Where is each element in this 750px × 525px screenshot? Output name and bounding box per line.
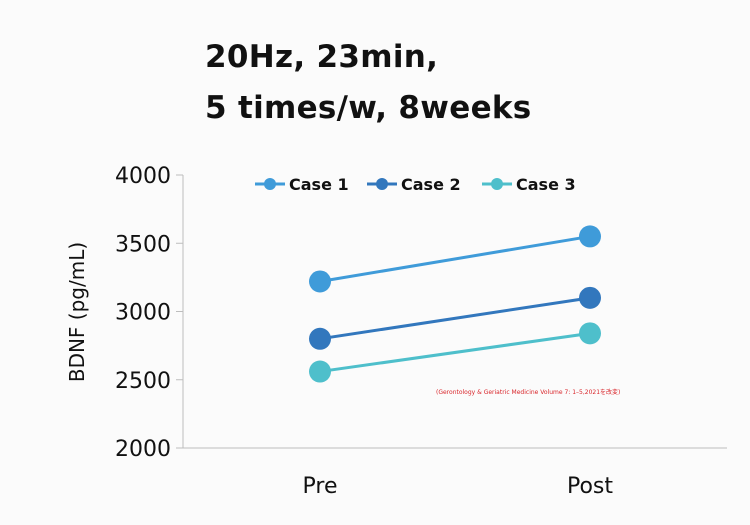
legend-swatch-marker (491, 178, 503, 190)
source-annotation: (Gerontology & Geriatric Medicine Volume… (436, 388, 620, 396)
series-line (319, 331, 591, 374)
y-tick-label: 3500 (115, 232, 171, 257)
chart-title: 20Hz, 23min, 5 times/w, 8weeks (205, 32, 532, 134)
data-point (309, 360, 331, 383)
series-line (319, 296, 591, 341)
y-tick-label: 4000 (115, 164, 171, 189)
series-line (319, 234, 591, 283)
series-group (309, 225, 601, 383)
y-tick-label: 2500 (115, 369, 171, 394)
title-line-2: 5 times/w, 8weeks (205, 90, 532, 126)
x-tick-label: Pre (303, 474, 338, 499)
y-tick-label: 2000 (115, 437, 171, 462)
x-ticks: Pre Post (303, 474, 614, 499)
data-point (309, 327, 331, 350)
title-line-1: 20Hz, 23min, (205, 39, 439, 75)
data-point (579, 225, 601, 248)
legend: Case 1 Case 2 Case 3 (255, 175, 576, 194)
data-point (579, 286, 601, 309)
legend-label: Case 2 (401, 175, 461, 194)
data-point (309, 270, 331, 293)
y-axis-label: BDNF (pg/mL) (65, 242, 89, 382)
y-tick-label: 3000 (115, 301, 171, 326)
legend-swatch-marker (376, 178, 388, 190)
legend-swatch-marker (264, 178, 276, 190)
data-point (579, 322, 601, 345)
legend-label: Case 3 (516, 175, 576, 194)
y-ticks: 2000 2500 3000 3500 4000 (115, 164, 183, 462)
x-tick-label: Post (567, 474, 613, 499)
legend-label: Case 1 (289, 175, 349, 194)
